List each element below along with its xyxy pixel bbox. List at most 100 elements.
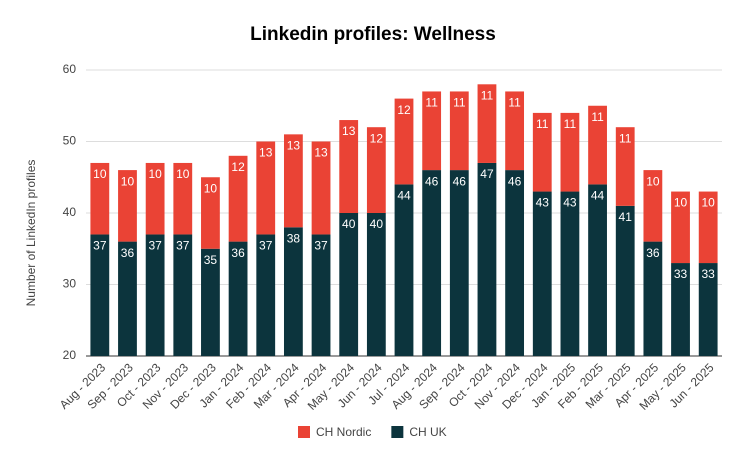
y-axis-label: Number of LinkedIn profiles <box>24 160 38 307</box>
value-label: 44 <box>397 189 411 203</box>
value-label: 13 <box>287 139 301 153</box>
value-label: 11 <box>564 117 577 131</box>
bar-segment <box>311 141 331 235</box>
value-label: 11 <box>591 110 604 124</box>
bar-segment <box>449 170 469 356</box>
bar-segment <box>560 112 580 192</box>
bar-segment <box>118 241 137 356</box>
value-label: 12 <box>397 103 411 117</box>
value-label: 43 <box>536 196 550 210</box>
bar-segment <box>228 155 248 242</box>
y-tick-label: 60 <box>63 62 77 76</box>
bar-segment <box>505 91 525 171</box>
legend-label: CH UK <box>409 425 446 439</box>
value-label: 36 <box>646 246 660 260</box>
bar-segment <box>311 234 331 356</box>
bar-segment <box>283 134 303 228</box>
value-label: 33 <box>701 267 715 281</box>
value-label: 13 <box>314 146 328 160</box>
value-label: 33 <box>674 267 688 281</box>
bar-segment <box>228 241 248 356</box>
bar-segment <box>256 141 276 235</box>
value-label: 13 <box>342 124 356 138</box>
y-tick-label: 40 <box>63 205 77 219</box>
value-label: 46 <box>508 174 522 188</box>
value-label: 46 <box>425 174 439 188</box>
value-label: 40 <box>342 217 356 231</box>
value-label: 44 <box>591 189 605 203</box>
value-label: 37 <box>176 239 190 253</box>
value-label: 11 <box>425 96 438 110</box>
bar-segment <box>145 162 165 235</box>
value-label: 38 <box>287 231 301 245</box>
bar-segment <box>505 170 525 356</box>
value-label: 10 <box>204 181 218 195</box>
value-label: 13 <box>259 146 273 160</box>
bar-segment <box>90 162 110 235</box>
bar-segment <box>173 162 193 235</box>
value-label: 41 <box>619 210 633 224</box>
bar-segment <box>118 170 137 242</box>
bar-segment <box>283 227 303 356</box>
y-tick-label: 30 <box>63 277 77 291</box>
value-label: 10 <box>93 167 107 181</box>
bar-segment <box>560 191 580 356</box>
value-label: 10 <box>176 167 190 181</box>
bar-segment <box>615 127 635 206</box>
bar-segment <box>698 191 718 264</box>
value-label: 11 <box>508 96 521 110</box>
bar-segment <box>422 91 442 171</box>
bar-segment <box>643 170 663 242</box>
bar-segment <box>671 191 690 264</box>
value-label: 11 <box>536 117 549 131</box>
bar-segment <box>145 234 165 356</box>
value-label: 36 <box>121 246 135 260</box>
bar-segment <box>394 98 414 185</box>
value-label: 11 <box>481 88 494 102</box>
bar-segment <box>201 177 220 249</box>
bar-segment <box>201 248 220 356</box>
value-label: 35 <box>204 253 218 267</box>
value-label: 46 <box>453 174 467 188</box>
value-label: 43 <box>563 196 577 210</box>
bar-segment <box>173 234 193 356</box>
y-tick-label: 50 <box>63 134 77 148</box>
bar-segment <box>394 184 414 356</box>
chart-title: Linkedin profiles: Wellness <box>250 24 496 45</box>
legend-swatch <box>391 426 404 438</box>
value-label: 37 <box>314 239 328 253</box>
value-label: 12 <box>370 131 384 145</box>
bar-segment <box>588 184 607 356</box>
legend-label: CH Nordic <box>316 425 371 439</box>
bar-segment <box>339 120 359 213</box>
bar-segment <box>532 112 552 192</box>
bar-segment <box>422 170 442 356</box>
bar-segment <box>90 234 110 356</box>
value-label: 10 <box>646 174 660 188</box>
bar-segment <box>671 263 690 356</box>
value-label: 40 <box>370 217 384 231</box>
bar-segment <box>339 213 359 356</box>
value-label: 11 <box>619 131 632 145</box>
legend-swatch <box>298 426 310 438</box>
bar-segment <box>256 234 276 356</box>
bar-segment <box>366 213 386 356</box>
bar-segment <box>532 191 552 356</box>
bar-segment <box>366 127 386 213</box>
value-label: 37 <box>259 239 273 253</box>
value-label: 10 <box>674 196 688 210</box>
value-label: 11 <box>453 96 466 110</box>
bar-segment <box>615 205 635 356</box>
bar-segment <box>477 162 497 356</box>
bar-segment <box>698 263 718 356</box>
bar-segment <box>449 91 469 171</box>
value-label: 10 <box>121 174 135 188</box>
value-label: 36 <box>231 246 245 260</box>
bar-segment <box>588 105 607 185</box>
value-label: 47 <box>480 167 494 181</box>
value-label: 37 <box>148 239 162 253</box>
value-label: 10 <box>701 196 715 210</box>
bar-segment <box>643 241 663 356</box>
value-label: 12 <box>231 160 245 174</box>
